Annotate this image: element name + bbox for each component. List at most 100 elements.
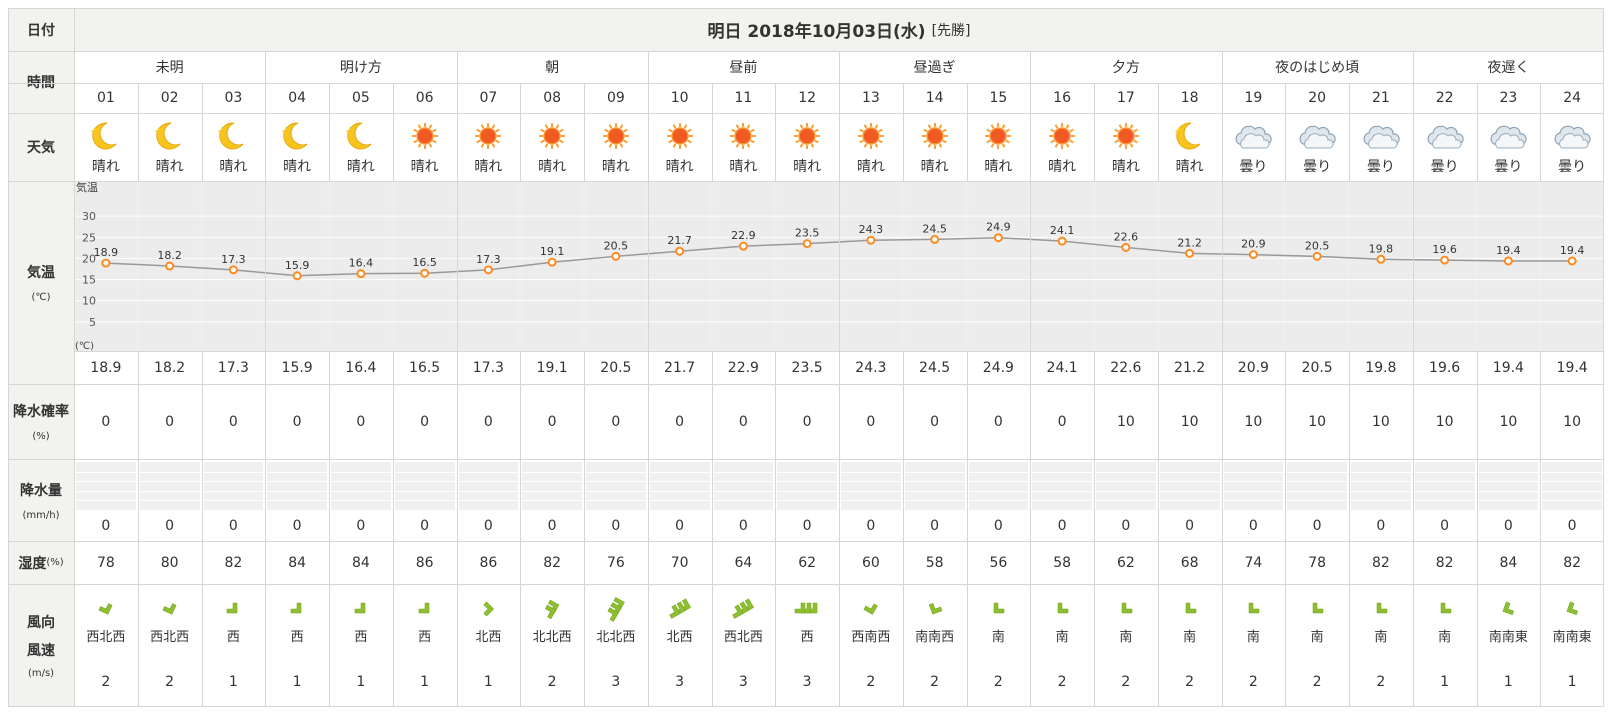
humidity-value: 62 bbox=[1116, 554, 1135, 571]
humidity-value: 84 bbox=[1499, 554, 1518, 571]
wind-dir-cell: 西 bbox=[202, 584, 266, 657]
hour-cell: 03 bbox=[224, 90, 243, 106]
temp-value: 19.8 bbox=[1365, 359, 1397, 376]
pop-value: 0 bbox=[993, 413, 1003, 430]
precip-gridline bbox=[1287, 471, 1347, 473]
weather-icon bbox=[1427, 125, 1464, 149]
humidity-value: 76 bbox=[606, 554, 625, 571]
weather-text: 晴れ bbox=[346, 159, 375, 175]
humidity-value: 86 bbox=[479, 554, 498, 571]
chart-column bbox=[1351, 183, 1411, 349]
pop-value: 0 bbox=[420, 413, 430, 430]
wind-arrow-icon bbox=[354, 602, 366, 614]
temp-point bbox=[165, 261, 175, 271]
temp-value: 21.7 bbox=[664, 359, 696, 376]
precip-bar-area bbox=[267, 462, 327, 510]
weather-text: 曇り bbox=[1366, 159, 1395, 175]
temp-point bbox=[483, 265, 493, 275]
weather-icon bbox=[1174, 122, 1201, 150]
temp-point-label: 16.5 bbox=[412, 256, 437, 269]
label-humidity-unit: (%) bbox=[46, 557, 64, 568]
temp-point bbox=[1057, 236, 1067, 246]
precip-gridline bbox=[1542, 481, 1602, 483]
precip-gridline bbox=[1414, 490, 1475, 492]
label-pop: 降水確率 (%) bbox=[8, 384, 74, 459]
precip-gridline bbox=[713, 481, 774, 483]
wind-speed-value: 1 bbox=[228, 673, 238, 690]
pop-value: 0 bbox=[675, 413, 685, 430]
precip-gridline bbox=[394, 500, 455, 502]
precip-gridline bbox=[267, 500, 327, 502]
humidity-value: 84 bbox=[288, 554, 307, 571]
period-header: 夕方 bbox=[1111, 60, 1140, 76]
weather-cell: 晴れ bbox=[1030, 113, 1094, 181]
weather-icon bbox=[1049, 123, 1076, 149]
weather-text: 晴れ bbox=[410, 159, 439, 175]
precip-gridline bbox=[1287, 481, 1347, 483]
sun-icon bbox=[602, 123, 629, 149]
humidity-value: 82 bbox=[543, 554, 562, 571]
wind-speed-value: 2 bbox=[1185, 673, 1195, 690]
wind-arrow-icon bbox=[863, 603, 878, 615]
hour-cell: 02 bbox=[160, 90, 179, 106]
precip-gridline bbox=[649, 490, 710, 492]
hour-cell: 13 bbox=[861, 90, 880, 106]
weather-icon bbox=[281, 122, 308, 150]
humidity-value: 70 bbox=[670, 554, 689, 571]
wind-arrow-icon bbox=[1185, 602, 1196, 614]
wind-dir-cell: 南 bbox=[1158, 584, 1222, 657]
wind-speed-value: 1 bbox=[356, 673, 366, 690]
label-date: 日付 bbox=[8, 8, 74, 51]
precip-gridline bbox=[968, 490, 1029, 492]
wind-arrow-icon bbox=[1121, 602, 1133, 614]
precip-value: 0 bbox=[420, 518, 430, 534]
wind-arrow-icon bbox=[1376, 602, 1388, 614]
weather-icon bbox=[1112, 123, 1139, 149]
hour-cell: 18 bbox=[1180, 90, 1199, 106]
wind-dir-text: 西北西 bbox=[150, 630, 190, 645]
weather-icon bbox=[345, 122, 372, 150]
weather-text: 晴れ bbox=[729, 159, 758, 175]
precip-value: 0 bbox=[356, 518, 366, 534]
wind-dir-cell: 南 bbox=[1413, 584, 1477, 657]
label-humidity-text: 湿度 bbox=[18, 555, 47, 572]
hour-cell: 23 bbox=[1499, 90, 1518, 106]
temp-point bbox=[356, 269, 366, 279]
pop-value: 10 bbox=[1180, 413, 1199, 430]
precip-gridline bbox=[1159, 490, 1220, 492]
wind-dir-text: 西 bbox=[290, 630, 304, 645]
chart-column bbox=[713, 183, 774, 349]
label-wind: 風向 風速 (m/s) bbox=[8, 584, 74, 706]
wind-dir-text: 西北西 bbox=[86, 630, 126, 645]
weather-cell: 曇り bbox=[1285, 113, 1349, 181]
wind-dir-cell: 北西 bbox=[648, 584, 712, 657]
precip-value: 0 bbox=[1567, 518, 1577, 534]
precip-gridline bbox=[1287, 500, 1347, 502]
pop-value: 0 bbox=[866, 413, 876, 430]
hour-cell: 17 bbox=[1116, 90, 1135, 106]
precip-bar-area bbox=[841, 462, 901, 510]
wind-speed-value: 2 bbox=[165, 673, 175, 690]
wind-arrow-icon bbox=[1440, 602, 1451, 614]
pop-value: 10 bbox=[1308, 413, 1327, 430]
temp-point bbox=[738, 241, 748, 251]
humidity-value: 58 bbox=[1053, 554, 1072, 571]
precip-value: 0 bbox=[1121, 518, 1131, 534]
temp-value: 24.3 bbox=[855, 359, 887, 376]
wind-speed-value: 2 bbox=[1121, 673, 1131, 690]
wind-dir-text: 南 bbox=[1246, 630, 1260, 645]
pop-value: 10 bbox=[1371, 413, 1390, 430]
temp-point bbox=[101, 258, 111, 268]
weather-cell: 曇り bbox=[1222, 113, 1286, 181]
wind-speed-value: 3 bbox=[802, 673, 812, 690]
wind-dir-text: 西 bbox=[354, 630, 368, 645]
temp-point-label: 21.7 bbox=[667, 234, 692, 247]
pop-value: 0 bbox=[356, 413, 366, 430]
cloud-icon bbox=[1363, 125, 1400, 149]
chart-axis-unit: (℃) bbox=[75, 341, 94, 351]
hour-cell: 04 bbox=[288, 90, 307, 106]
precip-gridline bbox=[522, 481, 582, 483]
weather-text: 晴れ bbox=[283, 159, 312, 175]
sun-icon bbox=[1112, 123, 1139, 149]
humidity-value: 78 bbox=[96, 554, 115, 571]
